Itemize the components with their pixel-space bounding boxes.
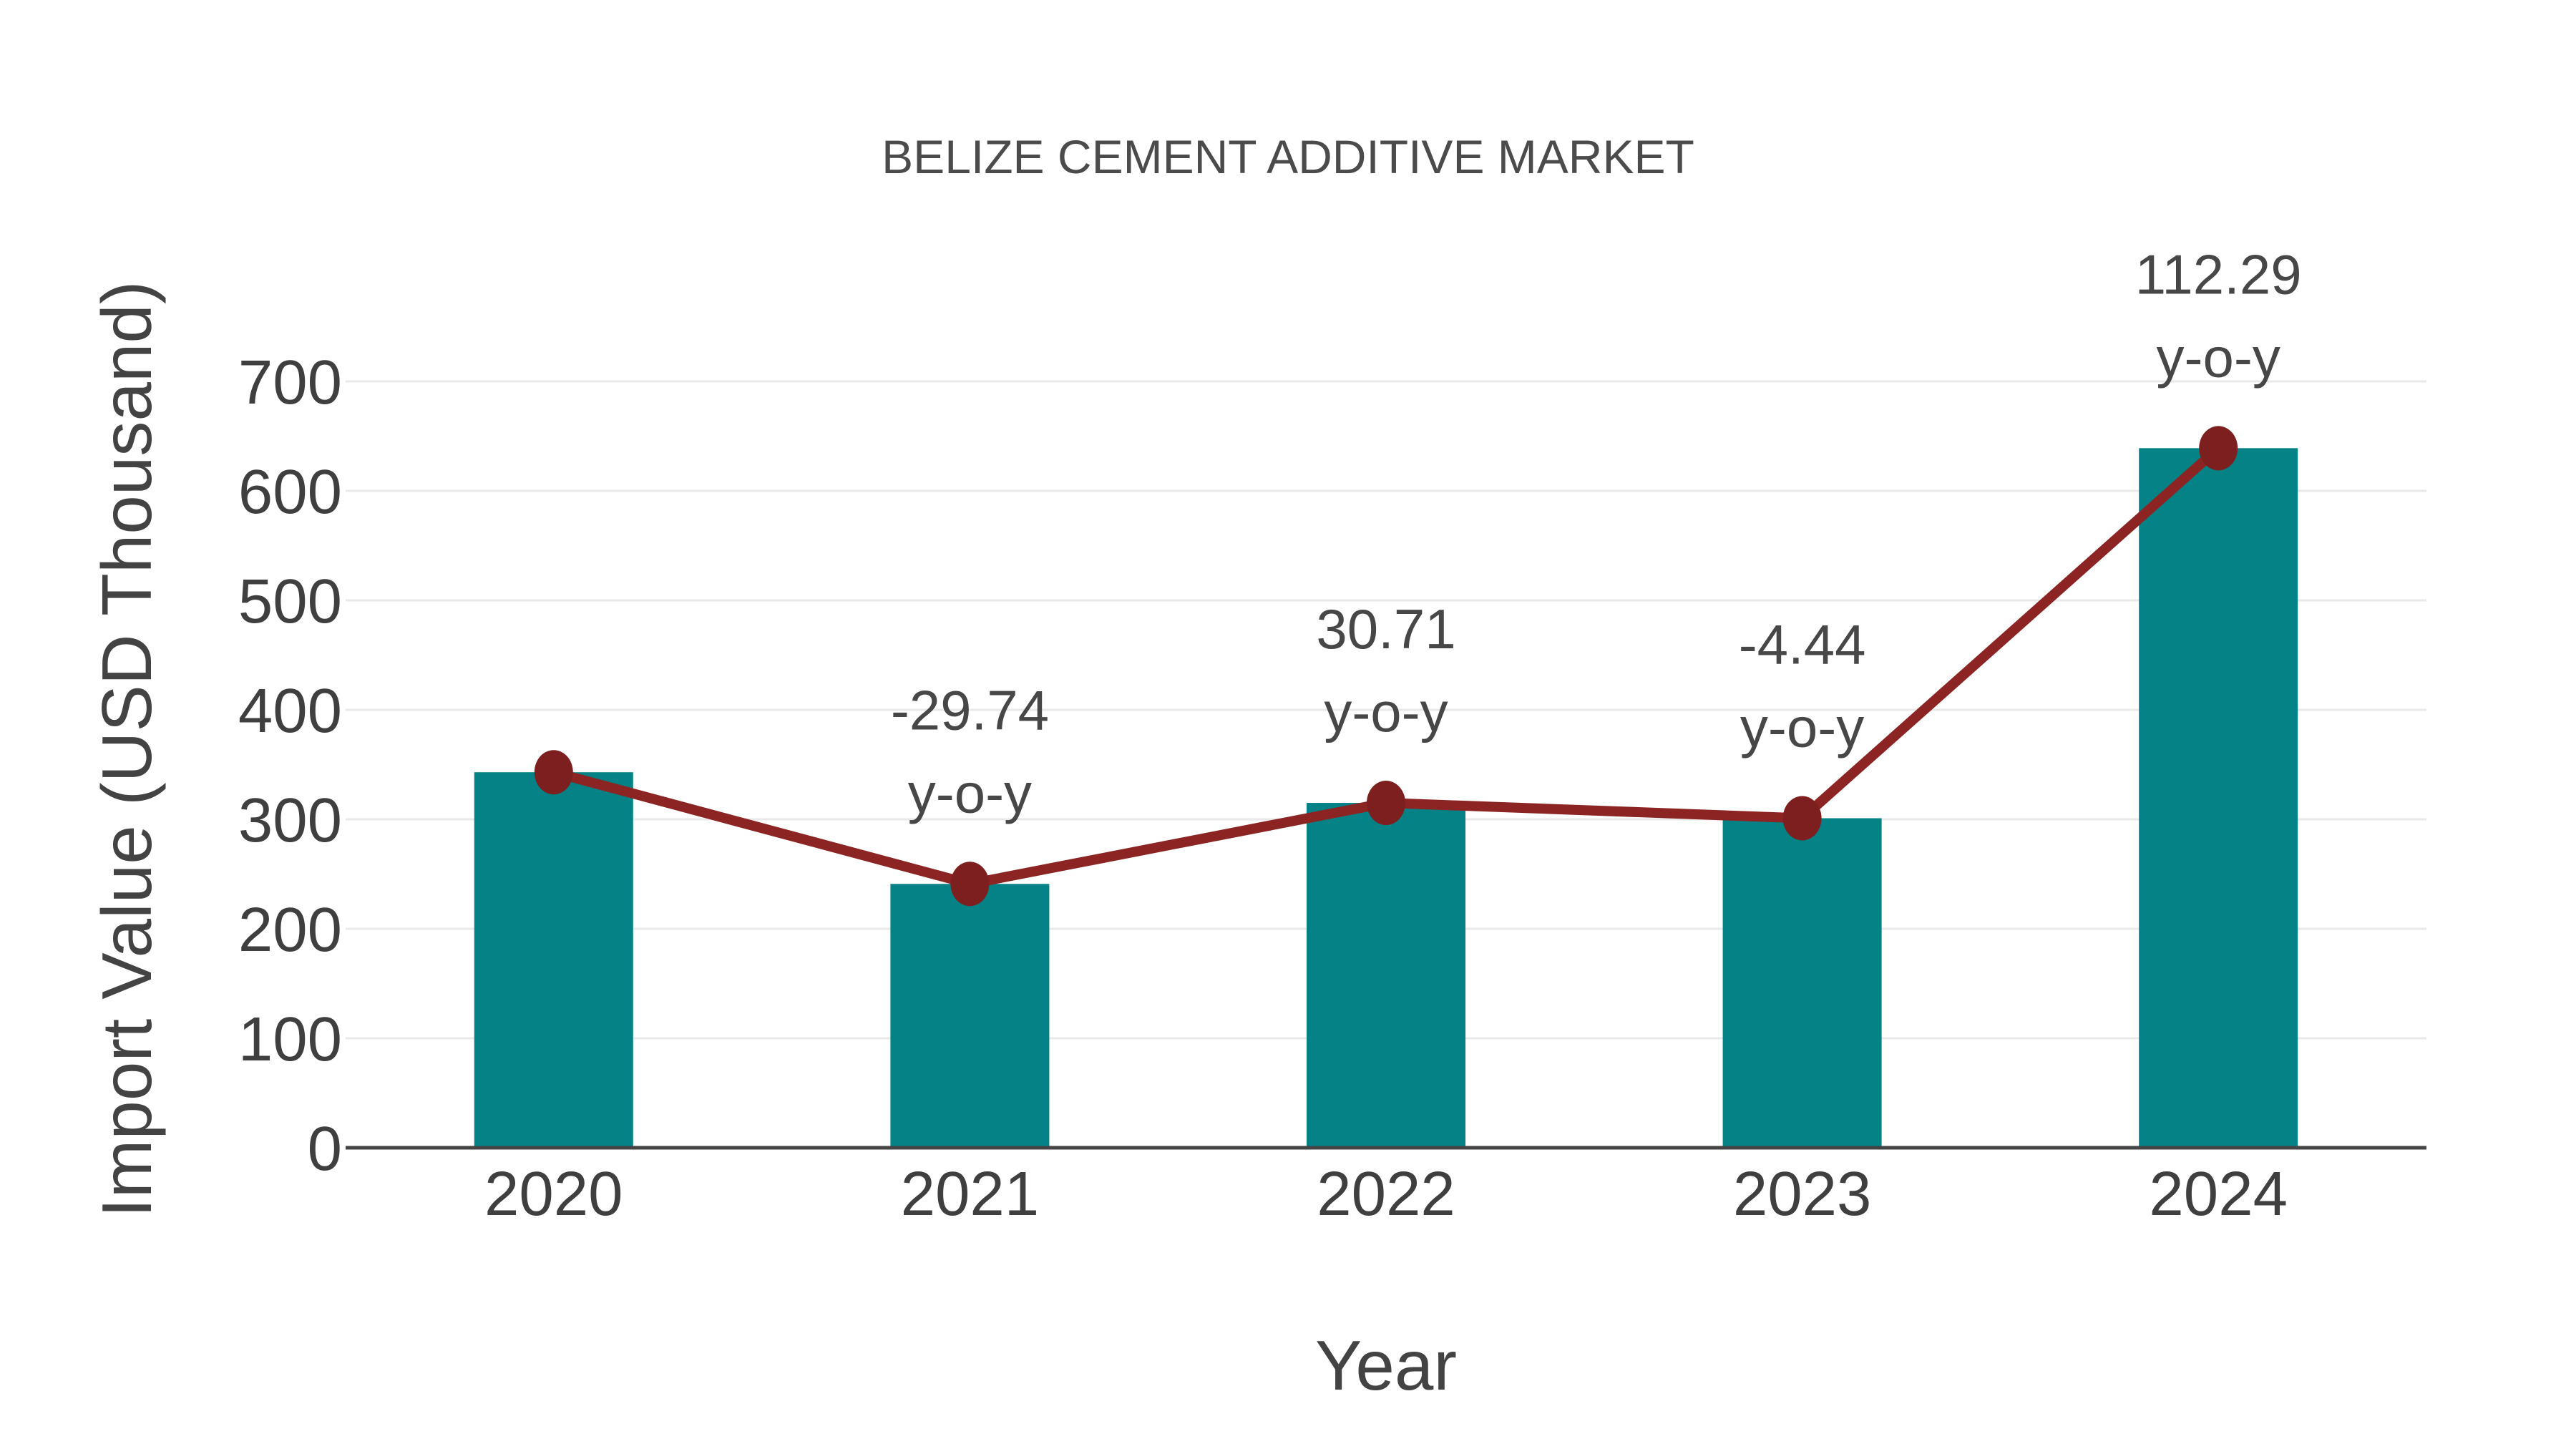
x-axis-title: Year [1315, 1326, 1457, 1405]
yoy-suffix-label: y-o-y [2157, 326, 2280, 389]
yoy-value-label: -29.74 [891, 678, 1049, 741]
data-point-2020[interactable] [534, 750, 573, 795]
x-tick-label: 2024 [2149, 1159, 2288, 1229]
bar-2024[interactable] [2139, 448, 2298, 1148]
y-tick-label: 700 [238, 348, 342, 417]
data-point-2022[interactable] [1367, 781, 1405, 826]
x-tick-label: 2020 [484, 1159, 623, 1229]
y-tick-label: 500 [238, 567, 342, 636]
bar-2023[interactable] [1722, 818, 1882, 1148]
y-tick-label: 400 [238, 676, 342, 746]
yoy-suffix-label: y-o-y [908, 761, 1032, 824]
data-point-2021[interactable] [950, 862, 990, 907]
bar-2022[interactable] [1307, 803, 1465, 1148]
data-point-2024[interactable] [2199, 426, 2238, 471]
bars [474, 448, 2298, 1148]
bar-2021[interactable] [890, 884, 1050, 1148]
y-tick-label: 200 [238, 895, 342, 965]
chart-title: BELIZE CEMENT ADDITIVE MARKET [882, 130, 1694, 183]
x-tick-label: 2023 [1733, 1159, 1872, 1229]
x-tick-label: 2021 [901, 1159, 1040, 1229]
data-point-2023[interactable] [1782, 796, 1822, 841]
yoy-value-label: 112.29 [2135, 243, 2302, 306]
bar-2020[interactable] [474, 772, 633, 1148]
yoy-annotations: -29.74 y-o-y 30.71 y-o-y -4.44 y-o-y 112.29 y-o… [891, 243, 2302, 824]
yoy-value-label: -4.44 [1739, 613, 1866, 675]
yoy-value-label: 30.71 [1316, 597, 1455, 660]
y-tick-label: 100 [238, 1005, 342, 1074]
yoy-suffix-label: y-o-y [1324, 680, 1448, 743]
yoy-suffix-label: y-o-y [1740, 696, 1864, 758]
tick-labels: 0 100 200 300 400 500 600 700 2020 2021 2022 2023 20… [238, 348, 2288, 1229]
x-tick-label: 2022 [1317, 1159, 1455, 1229]
y-tick-label: 300 [238, 786, 342, 855]
y-tick-label: 0 [308, 1114, 342, 1184]
yoy-line [534, 426, 2238, 907]
y-axis-title: Import Value (USD Thousand) [87, 280, 166, 1217]
y-tick-label: 600 [238, 457, 342, 527]
